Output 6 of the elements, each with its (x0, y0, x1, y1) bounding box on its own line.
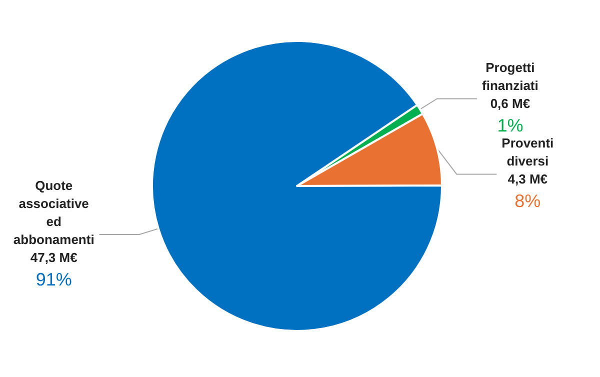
data-label: 4,3 M€ 8% (508, 172, 548, 212)
slice-label: Progetti finanziati (482, 60, 538, 94)
slice-label: Proventi diversi (502, 136, 554, 169)
slice-label: Quote associative ed abbonamenti (13, 178, 94, 248)
data-label: 47,3 M€ 91% (30, 250, 78, 290)
data-label: 0,6 M€ 1% (490, 96, 530, 136)
